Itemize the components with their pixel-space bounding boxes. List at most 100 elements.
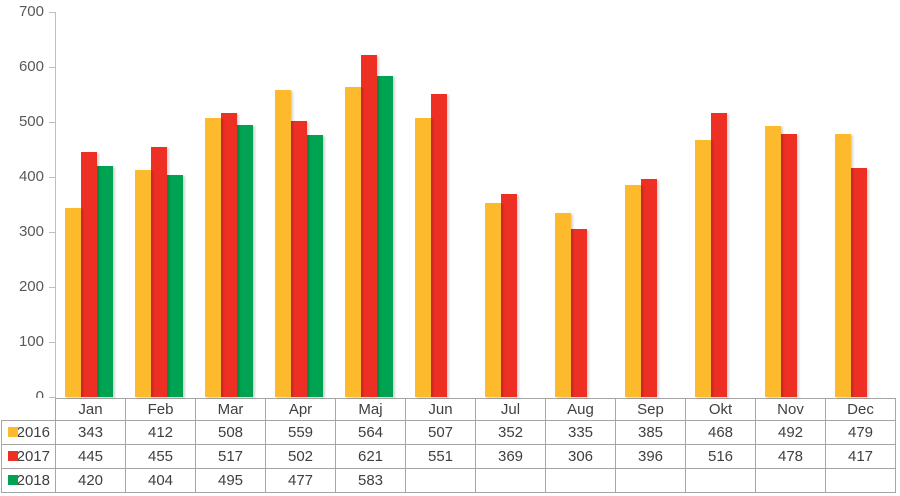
table-cell-2017-jul: 369 (475, 444, 546, 469)
y-axis-line (55, 12, 56, 398)
bar-2016-maj (345, 86, 361, 397)
y-axis-label: 600 (18, 58, 44, 75)
table-cell-2016-feb: 412 (125, 420, 196, 445)
bar-2018-jan (97, 166, 113, 397)
bar-2016-mar (205, 117, 221, 397)
y-axis-tick (49, 232, 55, 233)
bar-2017-nov (781, 134, 797, 397)
column-header-jun: Jun (405, 398, 476, 421)
y-axis-tick (49, 342, 55, 343)
table-cell-2018-apr: 477 (265, 468, 336, 493)
bar-2017-jul (501, 194, 517, 397)
table-corner (2, 399, 56, 421)
y-axis-tick (49, 12, 55, 13)
table-cell-2017-dec: 417 (825, 444, 896, 469)
bar-2016-aug (555, 212, 571, 397)
bar-2018-mar (237, 124, 253, 397)
y-axis-label: 0 (35, 388, 44, 405)
table-cell-2016-jan: 343 (55, 420, 126, 445)
column-header-feb: Feb (125, 398, 196, 421)
table-cell-2017-nov: 478 (755, 444, 826, 469)
table-cell-2017-sep: 396 (615, 444, 686, 469)
column-header-okt: Okt (685, 398, 756, 421)
table-row-2017: 2017 445 455 517 502 621 551 369 306 396 516 478 417 (1, 444, 896, 469)
table-cell-2017-jan: 445 (55, 444, 126, 469)
bar-2016-feb (135, 170, 151, 397)
column-header-maj: Maj (335, 398, 406, 421)
column-header-apr: Apr (265, 398, 336, 421)
legend-swatch-2018 (8, 475, 18, 485)
bar-2016-nov (765, 126, 781, 397)
bar-2017-mar (221, 112, 237, 397)
bar-2016-dec (835, 133, 851, 397)
bar-2016-apr (275, 89, 291, 397)
bar-2017-jun (431, 93, 447, 397)
bar-2017-maj (361, 55, 377, 397)
table-cell-2017-feb: 455 (125, 444, 196, 469)
table-cell-2018-jul (475, 468, 546, 493)
table-cell-2017-mar: 517 (195, 444, 266, 469)
y-axis-label: 300 (18, 223, 44, 240)
column-header-nov: Nov (755, 398, 826, 421)
table-cell-2016-jun: 507 (405, 420, 476, 445)
bar-2016-jun (415, 118, 431, 397)
series-name: 2017 (16, 448, 50, 465)
bar-2017-okt (711, 113, 727, 397)
bar-2017-dec (851, 167, 867, 397)
table-cell-2017-aug: 306 (545, 444, 616, 469)
table-row-2018: 2018 420 404 495 477 583 (1, 468, 896, 493)
table-cell-2016-mar: 508 (195, 420, 266, 445)
bar-2017-jan (81, 152, 97, 397)
column-header-jul: Jul (475, 398, 546, 421)
row-label-2017: 2017 (1, 444, 56, 469)
table-cell-2018-feb: 404 (125, 468, 196, 493)
table-cell-2018-dec (825, 468, 896, 493)
table-cell-2017-okt: 516 (685, 444, 756, 469)
table-cell-2017-maj: 621 (335, 444, 406, 469)
table-cell-2016-aug: 335 (545, 420, 616, 445)
bar-2017-apr (291, 120, 307, 397)
table-cell-2018-aug (545, 468, 616, 493)
y-axis-tick (49, 177, 55, 178)
column-header-aug: Aug (545, 398, 616, 421)
legend-swatch-2016 (8, 427, 18, 437)
column-header-jan: Jan (55, 398, 126, 421)
bar-2016-sep (625, 185, 641, 397)
row-label-2018: 2018 (1, 468, 56, 493)
bar-2016-jul (485, 203, 501, 397)
bar-2017-feb (151, 146, 167, 397)
series-name: 2018 (16, 472, 50, 489)
column-header-sep: Sep (615, 398, 686, 421)
table-cell-2016-nov: 492 (755, 420, 826, 445)
data-table: Jan Feb Mar Apr Maj Jun Jul Aug Sep Okt Nov Dec 2016… (1, 398, 896, 493)
y-axis-tick (49, 397, 55, 398)
bar-2017-aug (571, 228, 587, 397)
table-cell-2016-maj: 564 (335, 420, 406, 445)
y-axis-label: 500 (18, 113, 44, 130)
series-name: 2016 (16, 424, 50, 441)
table-cell-2018-nov (755, 468, 826, 493)
table-cell-2016-okt: 468 (685, 420, 756, 445)
bar-2016-jan (65, 208, 81, 397)
column-header-dec: Dec (825, 398, 896, 421)
y-axis-tick (49, 122, 55, 123)
table-cell-2018-mar: 495 (195, 468, 266, 493)
bar-2018-apr (307, 134, 323, 397)
table-cell-2018-jan: 420 (55, 468, 126, 493)
bar-2016-okt (695, 139, 711, 397)
y-axis-label: 100 (18, 333, 44, 350)
table-cell-2018-okt (685, 468, 756, 493)
y-axis-label: 200 (18, 278, 44, 295)
table-cell-2017-apr: 502 (265, 444, 336, 469)
table-cell-2016-sep: 385 (615, 420, 686, 445)
table-cell-2016-dec: 479 (825, 420, 896, 445)
bar-2017-sep (641, 179, 657, 397)
table-cell-2018-sep (615, 468, 686, 493)
y-axis-label: 700 (18, 3, 44, 20)
bar-2018-feb (167, 174, 183, 397)
row-label-2016: 2016 (1, 420, 56, 445)
table-cell-2016-apr: 559 (265, 420, 336, 445)
legend-swatch-2017 (8, 451, 18, 461)
table-cell-2016-jul: 352 (475, 420, 546, 445)
